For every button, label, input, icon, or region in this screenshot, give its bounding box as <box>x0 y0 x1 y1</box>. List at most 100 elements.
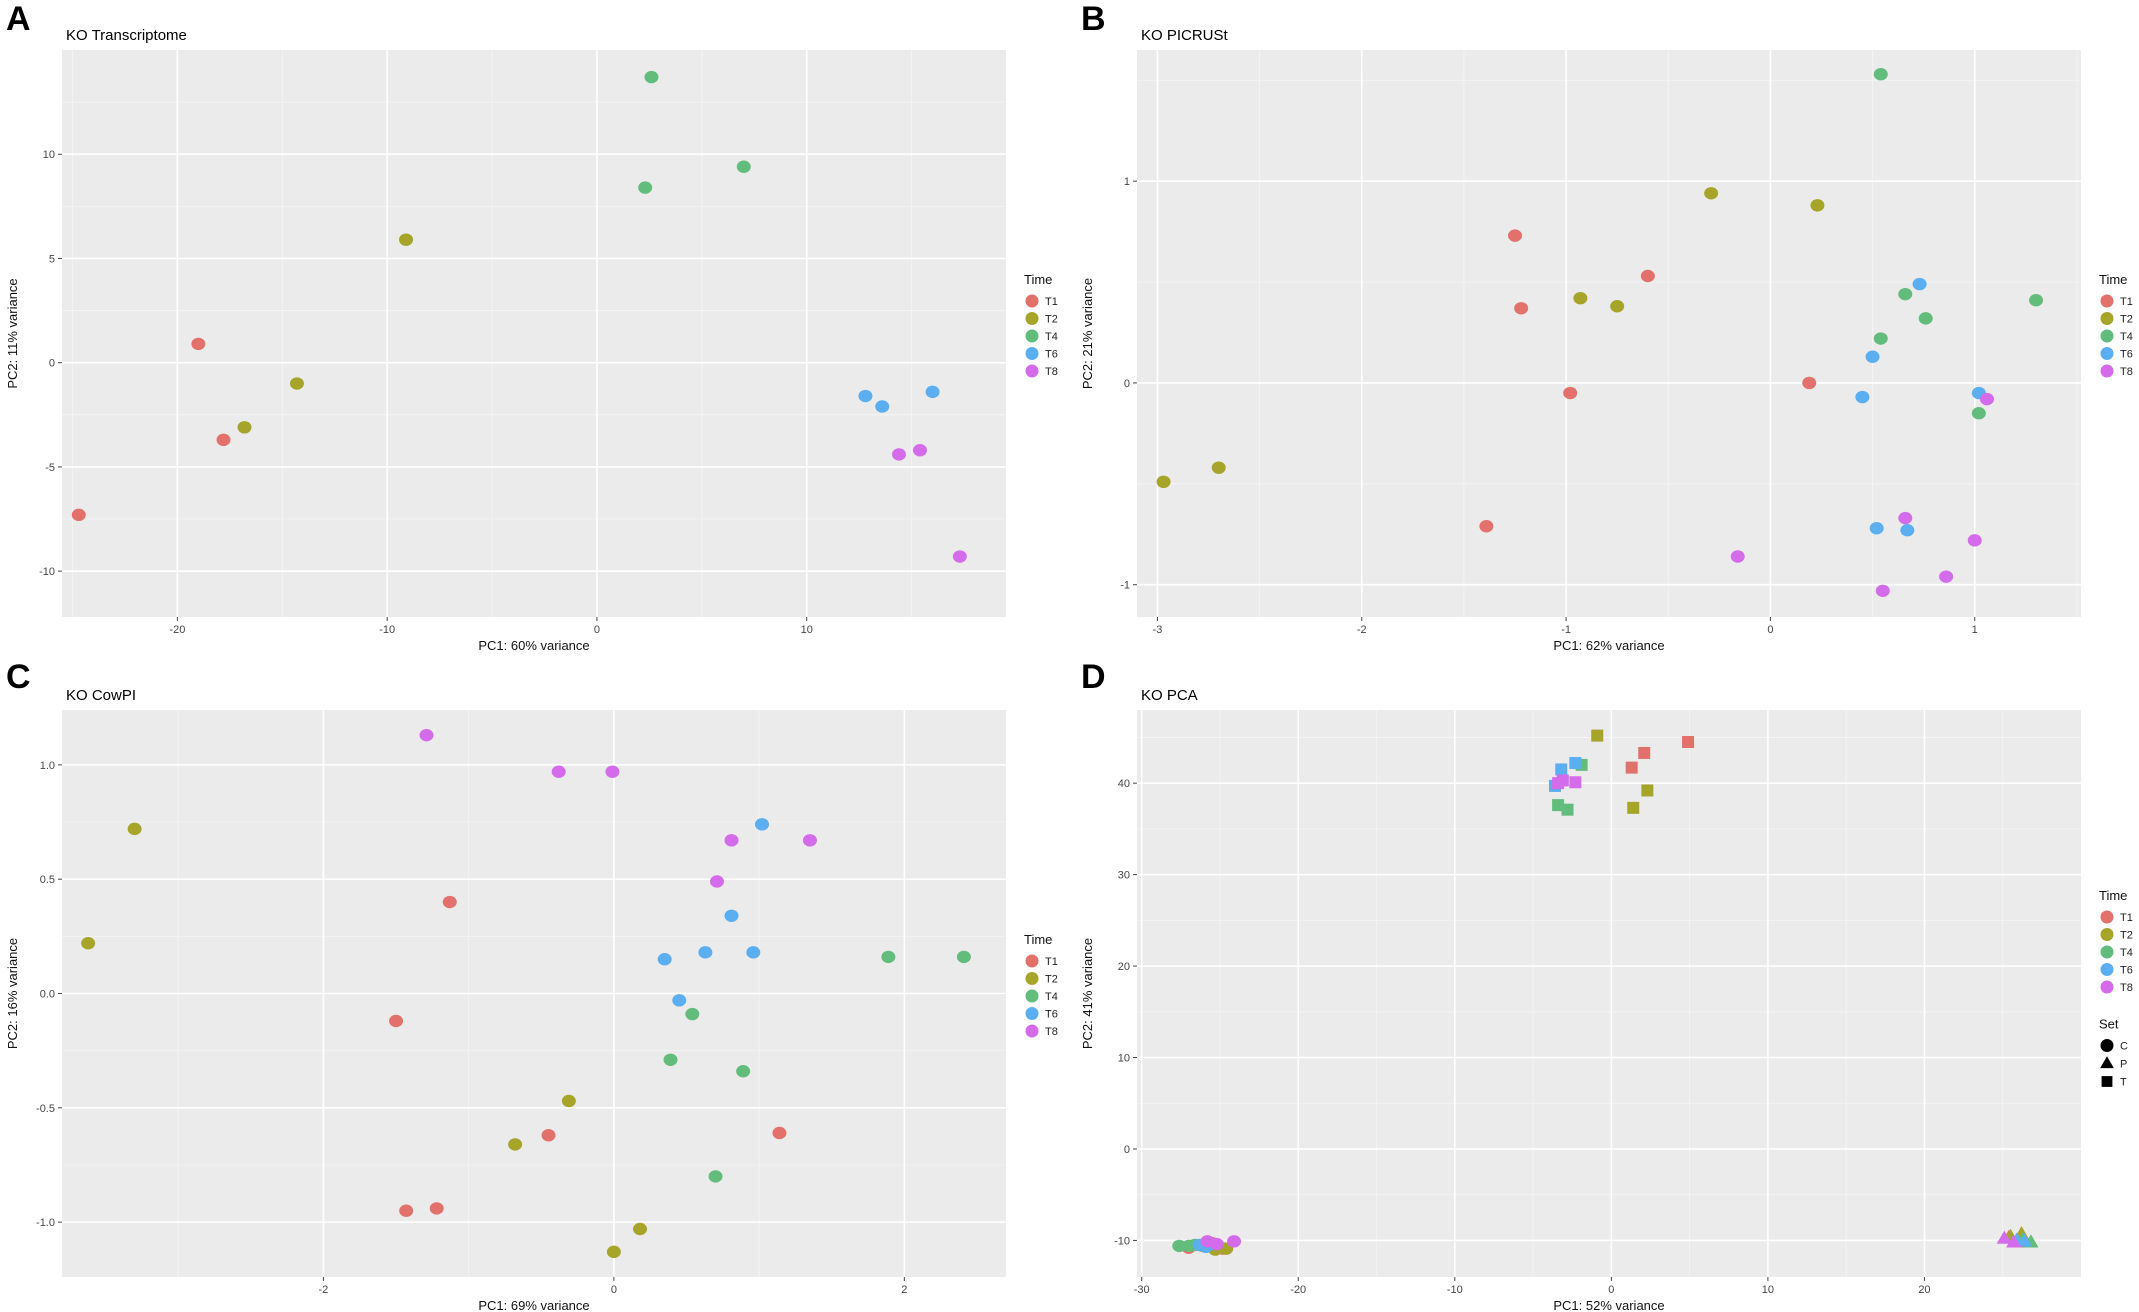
data-point-t6 <box>1912 277 1927 291</box>
x-tick-label: 10 <box>801 624 813 636</box>
data-point-t1 <box>1625 761 1638 774</box>
legend-label: T6 <box>1045 1009 1058 1021</box>
panel-a: KO Transcriptome -20 -10 0 10 -10 -5 0 5 10 PC1: 6… <box>5 27 1058 653</box>
x-tick-label: 20 <box>1918 1284 1930 1296</box>
data-point-t1 <box>1638 746 1651 759</box>
data-points <box>1172 729 2039 1256</box>
y-axis-label: PC2: 11% variance <box>5 278 20 388</box>
data-point-t6 <box>1855 390 1870 404</box>
data-point-t2 <box>237 421 252 434</box>
legend-key-t8 <box>1025 364 1039 378</box>
y-tick-label: 10 <box>1118 1053 1130 1065</box>
y-tick-label: 40 <box>1118 778 1130 790</box>
data-point-t1 <box>1563 386 1578 400</box>
data-point-t4 <box>881 950 896 964</box>
data-point-t8 <box>912 444 927 457</box>
legend-label: T1 <box>1045 296 1058 308</box>
data-point-t8 <box>1898 511 1913 525</box>
legend-key-t2 <box>2100 928 2114 941</box>
plot-background <box>1137 50 2081 617</box>
data-point-t6 <box>1869 522 1884 535</box>
shape-legend-label: P <box>2120 1059 2127 1071</box>
data-point-t2 <box>1627 801 1640 814</box>
data-point-t6 <box>755 818 770 831</box>
x-tick-label: -2 <box>1357 624 1367 636</box>
data-point-t4 <box>1873 332 1888 345</box>
x-tick-label: -20 <box>1290 1284 1306 1296</box>
x-tick-label: 0 <box>1608 1284 1614 1296</box>
data-point-t1 <box>71 508 86 522</box>
legend-key-t6 <box>2100 963 2114 976</box>
y-tick-label: -1.0 <box>36 1217 55 1229</box>
x-axis-label: PC1: 69% variance <box>478 1298 589 1312</box>
data-point-t2 <box>1156 475 1171 489</box>
y-tick-label: -1 <box>1120 580 1130 592</box>
legend-title: Time <box>1024 932 1052 947</box>
data-point-t4 <box>1971 407 1986 420</box>
legend-key-t2 <box>2100 312 2114 325</box>
data-point-t8 <box>1875 584 1890 597</box>
data-point-t8 <box>1569 776 1582 789</box>
x-axis-label: PC1: 62% variance <box>1553 638 1664 653</box>
data-point-t6 <box>1865 350 1880 363</box>
data-point-t1 <box>191 337 206 351</box>
data-point-t6 <box>1900 524 1915 537</box>
data-point-t8 <box>2006 1234 2022 1248</box>
x-tick-label: 0 <box>594 624 600 636</box>
y-axis-label: PC2: 41% variance <box>1080 938 1095 1049</box>
x-tick-label: 2 <box>901 1284 907 1296</box>
y-tick-label: 0 <box>1124 378 1130 390</box>
panel-c: KO CowPI -2 0 2 -1.0 -0.5 0.0 0.5 1.0 PC1: 69% va… <box>5 687 1058 1312</box>
data-point-t4 <box>956 950 971 964</box>
data-point-t8 <box>1939 570 1954 583</box>
data-point-t2 <box>127 822 142 836</box>
data-point-t2 <box>1610 300 1625 313</box>
y-axis-label: PC2: 21% variance <box>1080 278 1095 389</box>
data-point-t6 <box>1555 763 1568 776</box>
data-point-t8 <box>1209 1237 1224 1251</box>
y-tick-label: 30 <box>1118 870 1130 882</box>
data-point-t6 <box>875 400 890 413</box>
y-tick-label: 0.0 <box>40 989 55 1001</box>
legend-title: Time <box>2099 272 2127 287</box>
legend-key-t8 <box>2100 980 2114 994</box>
plot-background <box>1137 710 2081 1277</box>
y-tick-label: 0.5 <box>40 874 55 886</box>
shape-key-t <box>2101 1076 2113 1087</box>
data-point-t1 <box>399 1204 414 1217</box>
data-point-t6 <box>2017 1233 2033 1247</box>
chart-title: KO PICRUSt <box>1141 27 1229 44</box>
data-point-t4 <box>1918 312 1933 325</box>
legend-label: T6 <box>2120 349 2133 361</box>
legend-key-t4 <box>2100 945 2114 959</box>
data-point-t1 <box>1802 376 1817 390</box>
data-point-t6 <box>1569 757 1582 770</box>
chart-title: KO PCA <box>1141 687 1198 704</box>
data-point-t8 <box>1227 1235 1242 1248</box>
panel-d: KO PCA -30 -20 -10 0 10 20 -10 0 10 20 30 40 PC1: 52%… <box>1080 687 2133 1312</box>
data-point-t6 <box>925 385 940 399</box>
legend-label: T6 <box>2120 965 2133 977</box>
data-point-t1 <box>1514 302 1529 315</box>
plot-background <box>62 50 1006 617</box>
legend-label: T2 <box>2120 930 2133 942</box>
data-point-t1 <box>389 1014 404 1028</box>
data-point-t6 <box>746 946 761 959</box>
legend-title: Time <box>2099 888 2127 903</box>
x-tick-label: 0 <box>611 1284 617 1296</box>
data-point-t1 <box>442 895 457 909</box>
data-points <box>81 728 971 1259</box>
data-point-t8 <box>709 875 724 888</box>
data-points <box>1156 68 2044 597</box>
data-point-t1 <box>216 433 231 447</box>
legend-label: T2 <box>2120 314 2133 326</box>
legend-key-t8 <box>2100 364 2114 378</box>
panel-letter-c: C <box>6 658 31 696</box>
legend-title: Time <box>1024 272 1052 287</box>
legend-label: T8 <box>1045 1026 1058 1038</box>
data-point-t2 <box>606 1245 621 1259</box>
data-point-t2 <box>508 1138 523 1151</box>
data-point-t2 <box>1591 729 1604 742</box>
